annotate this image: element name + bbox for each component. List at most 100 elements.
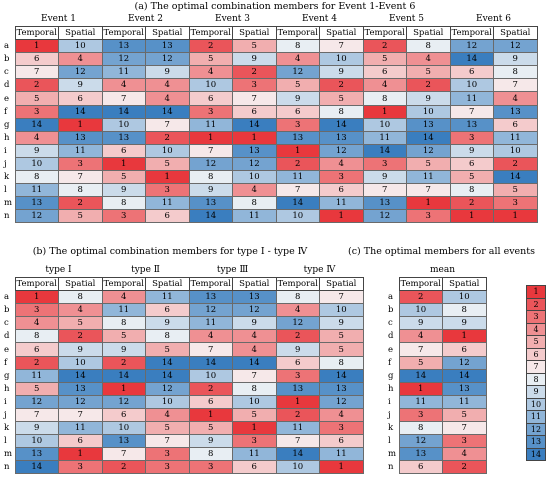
rank-cell: 12 xyxy=(188,303,233,318)
rank-cell: 3 xyxy=(406,209,451,224)
row-label: i xyxy=(4,145,7,156)
legend-swatch: 4 xyxy=(526,322,546,336)
rank-cell: 2 xyxy=(14,78,59,93)
table-row: h 5 13 1 12 2 8 13 13 xyxy=(3,381,364,396)
row-label: c xyxy=(4,318,9,329)
rank-cell: 3 xyxy=(232,78,277,93)
rank-cell: 10 xyxy=(275,460,320,475)
table-row: b 10 8 xyxy=(387,303,487,318)
row-label: f xyxy=(4,357,8,368)
rank-cell: 7 xyxy=(145,117,190,132)
rank-cell: 5 xyxy=(232,39,277,54)
rank-cell: 3 xyxy=(58,156,103,172)
rank-cell: 12 xyxy=(275,316,320,331)
legend-swatch: 7 xyxy=(526,360,546,374)
rank-cell: 2 xyxy=(275,407,320,423)
rank-cell: 1 xyxy=(362,104,407,119)
row-label: c xyxy=(388,318,393,329)
rank-cell: 4 xyxy=(145,91,190,106)
rank-cell: 8 xyxy=(188,170,233,185)
rank-cell: 1 xyxy=(442,329,487,344)
rank-cell: 2 xyxy=(101,355,146,370)
table-row: i 11 11 xyxy=(387,394,487,409)
rank-cell: 6 xyxy=(58,434,103,449)
table-row: n 14 3 2 3 3 6 10 1 xyxy=(3,460,364,475)
table-row: i 12 12 12 10 6 10 1 12 xyxy=(3,394,364,409)
rank-cell: 13 xyxy=(101,130,146,145)
rank-cell: 12 xyxy=(101,394,146,409)
row-label: h xyxy=(4,383,10,394)
rank-cell: 14 xyxy=(362,143,407,158)
rank-cell: 10 xyxy=(58,355,103,370)
rank-cell: 5 xyxy=(319,329,364,344)
rank-cell: 5 xyxy=(188,52,233,67)
table-row: a 1 10 13 13 2 5 8 7 2 8 12 12 xyxy=(3,39,538,54)
rank-cell: 6 xyxy=(101,143,146,158)
row-label: j xyxy=(388,409,391,420)
rank-cell: 12 xyxy=(442,355,487,370)
rank-cell: 1 xyxy=(188,130,233,145)
table-row: f 3 14 14 14 3 6 6 8 1 10 7 13 xyxy=(3,104,538,119)
column-header-spatial: Spatial xyxy=(232,276,277,292)
rank-cell: 3 xyxy=(232,434,277,449)
rank-cell: 8 xyxy=(398,421,443,436)
rank-cell: 2 xyxy=(232,65,277,80)
column-header-spatial: Spatial xyxy=(319,276,364,292)
rank-cell: 6 xyxy=(14,52,59,67)
rank-cell: 11 xyxy=(398,394,443,409)
rank-cell: 5 xyxy=(58,209,103,224)
table-row: c 4 5 8 9 11 9 12 9 xyxy=(3,316,364,331)
rank-cell: 1 xyxy=(101,156,146,172)
row-label: b xyxy=(4,305,10,316)
rank-cell: 5 xyxy=(362,52,407,67)
table-row: b 3 4 11 6 12 12 4 10 xyxy=(3,303,364,318)
row-label: e xyxy=(4,344,10,355)
rank-cell: 5 xyxy=(319,91,364,106)
row-label: k xyxy=(4,172,10,183)
rank-cell: 3 xyxy=(319,421,364,436)
rank-cell: 11 xyxy=(319,447,364,462)
rank-cell: 10 xyxy=(319,303,364,318)
rank-cell: 1 xyxy=(406,196,451,211)
rank-cell: 14 xyxy=(14,460,59,475)
rank-cell: 8 xyxy=(406,39,451,54)
row-label: m xyxy=(4,198,13,209)
column-header-temporal: Temporal xyxy=(275,25,320,41)
table-row: f 2 10 2 14 14 14 6 8 xyxy=(3,355,364,370)
rank-cell: 2 xyxy=(442,460,487,475)
rank-cell: 14 xyxy=(14,117,59,132)
rank-cell: 12 xyxy=(188,156,233,172)
rank-cell: 10 xyxy=(406,104,451,119)
caption-panel-c: (c) The optimal members for all events xyxy=(348,246,535,257)
rank-cell: 9 xyxy=(449,143,494,158)
rank-cell: 6 xyxy=(442,342,487,357)
row-label: a xyxy=(388,292,394,303)
rank-cell: 2 xyxy=(493,156,538,172)
rank-cell: 8 xyxy=(101,196,146,211)
rank-cell: 5 xyxy=(145,342,190,357)
rank-cell: 14 xyxy=(398,368,443,383)
rank-cell: 3 xyxy=(14,104,59,119)
rank-cell: 12 xyxy=(275,65,320,80)
rank-cell: 3 xyxy=(275,117,320,132)
rank-cell: 13 xyxy=(232,290,277,305)
row-label: j xyxy=(4,158,7,169)
rank-cell: 9 xyxy=(14,421,59,436)
rank-cell: 2 xyxy=(319,78,364,93)
row-label: n xyxy=(4,211,10,222)
rank-cell: 5 xyxy=(14,381,59,396)
legend-swatch: 14 xyxy=(526,447,546,461)
group-header: Event 5 xyxy=(389,14,424,24)
rank-cell: 11 xyxy=(14,183,59,198)
table-row: m 13 4 xyxy=(387,447,487,462)
rank-cell: 3 xyxy=(275,368,320,383)
rank-cell: 13 xyxy=(145,39,190,54)
rank-cell: 12 xyxy=(58,65,103,80)
rank-cell: 3 xyxy=(362,156,407,172)
rank-cell: 10 xyxy=(188,78,233,93)
rank-cell: 13 xyxy=(449,117,494,132)
rank-cell: 1 xyxy=(493,209,538,224)
rank-cell: 5 xyxy=(145,156,190,172)
column-header-spatial: Spatial xyxy=(58,25,103,41)
rank-cell: 10 xyxy=(145,394,190,409)
